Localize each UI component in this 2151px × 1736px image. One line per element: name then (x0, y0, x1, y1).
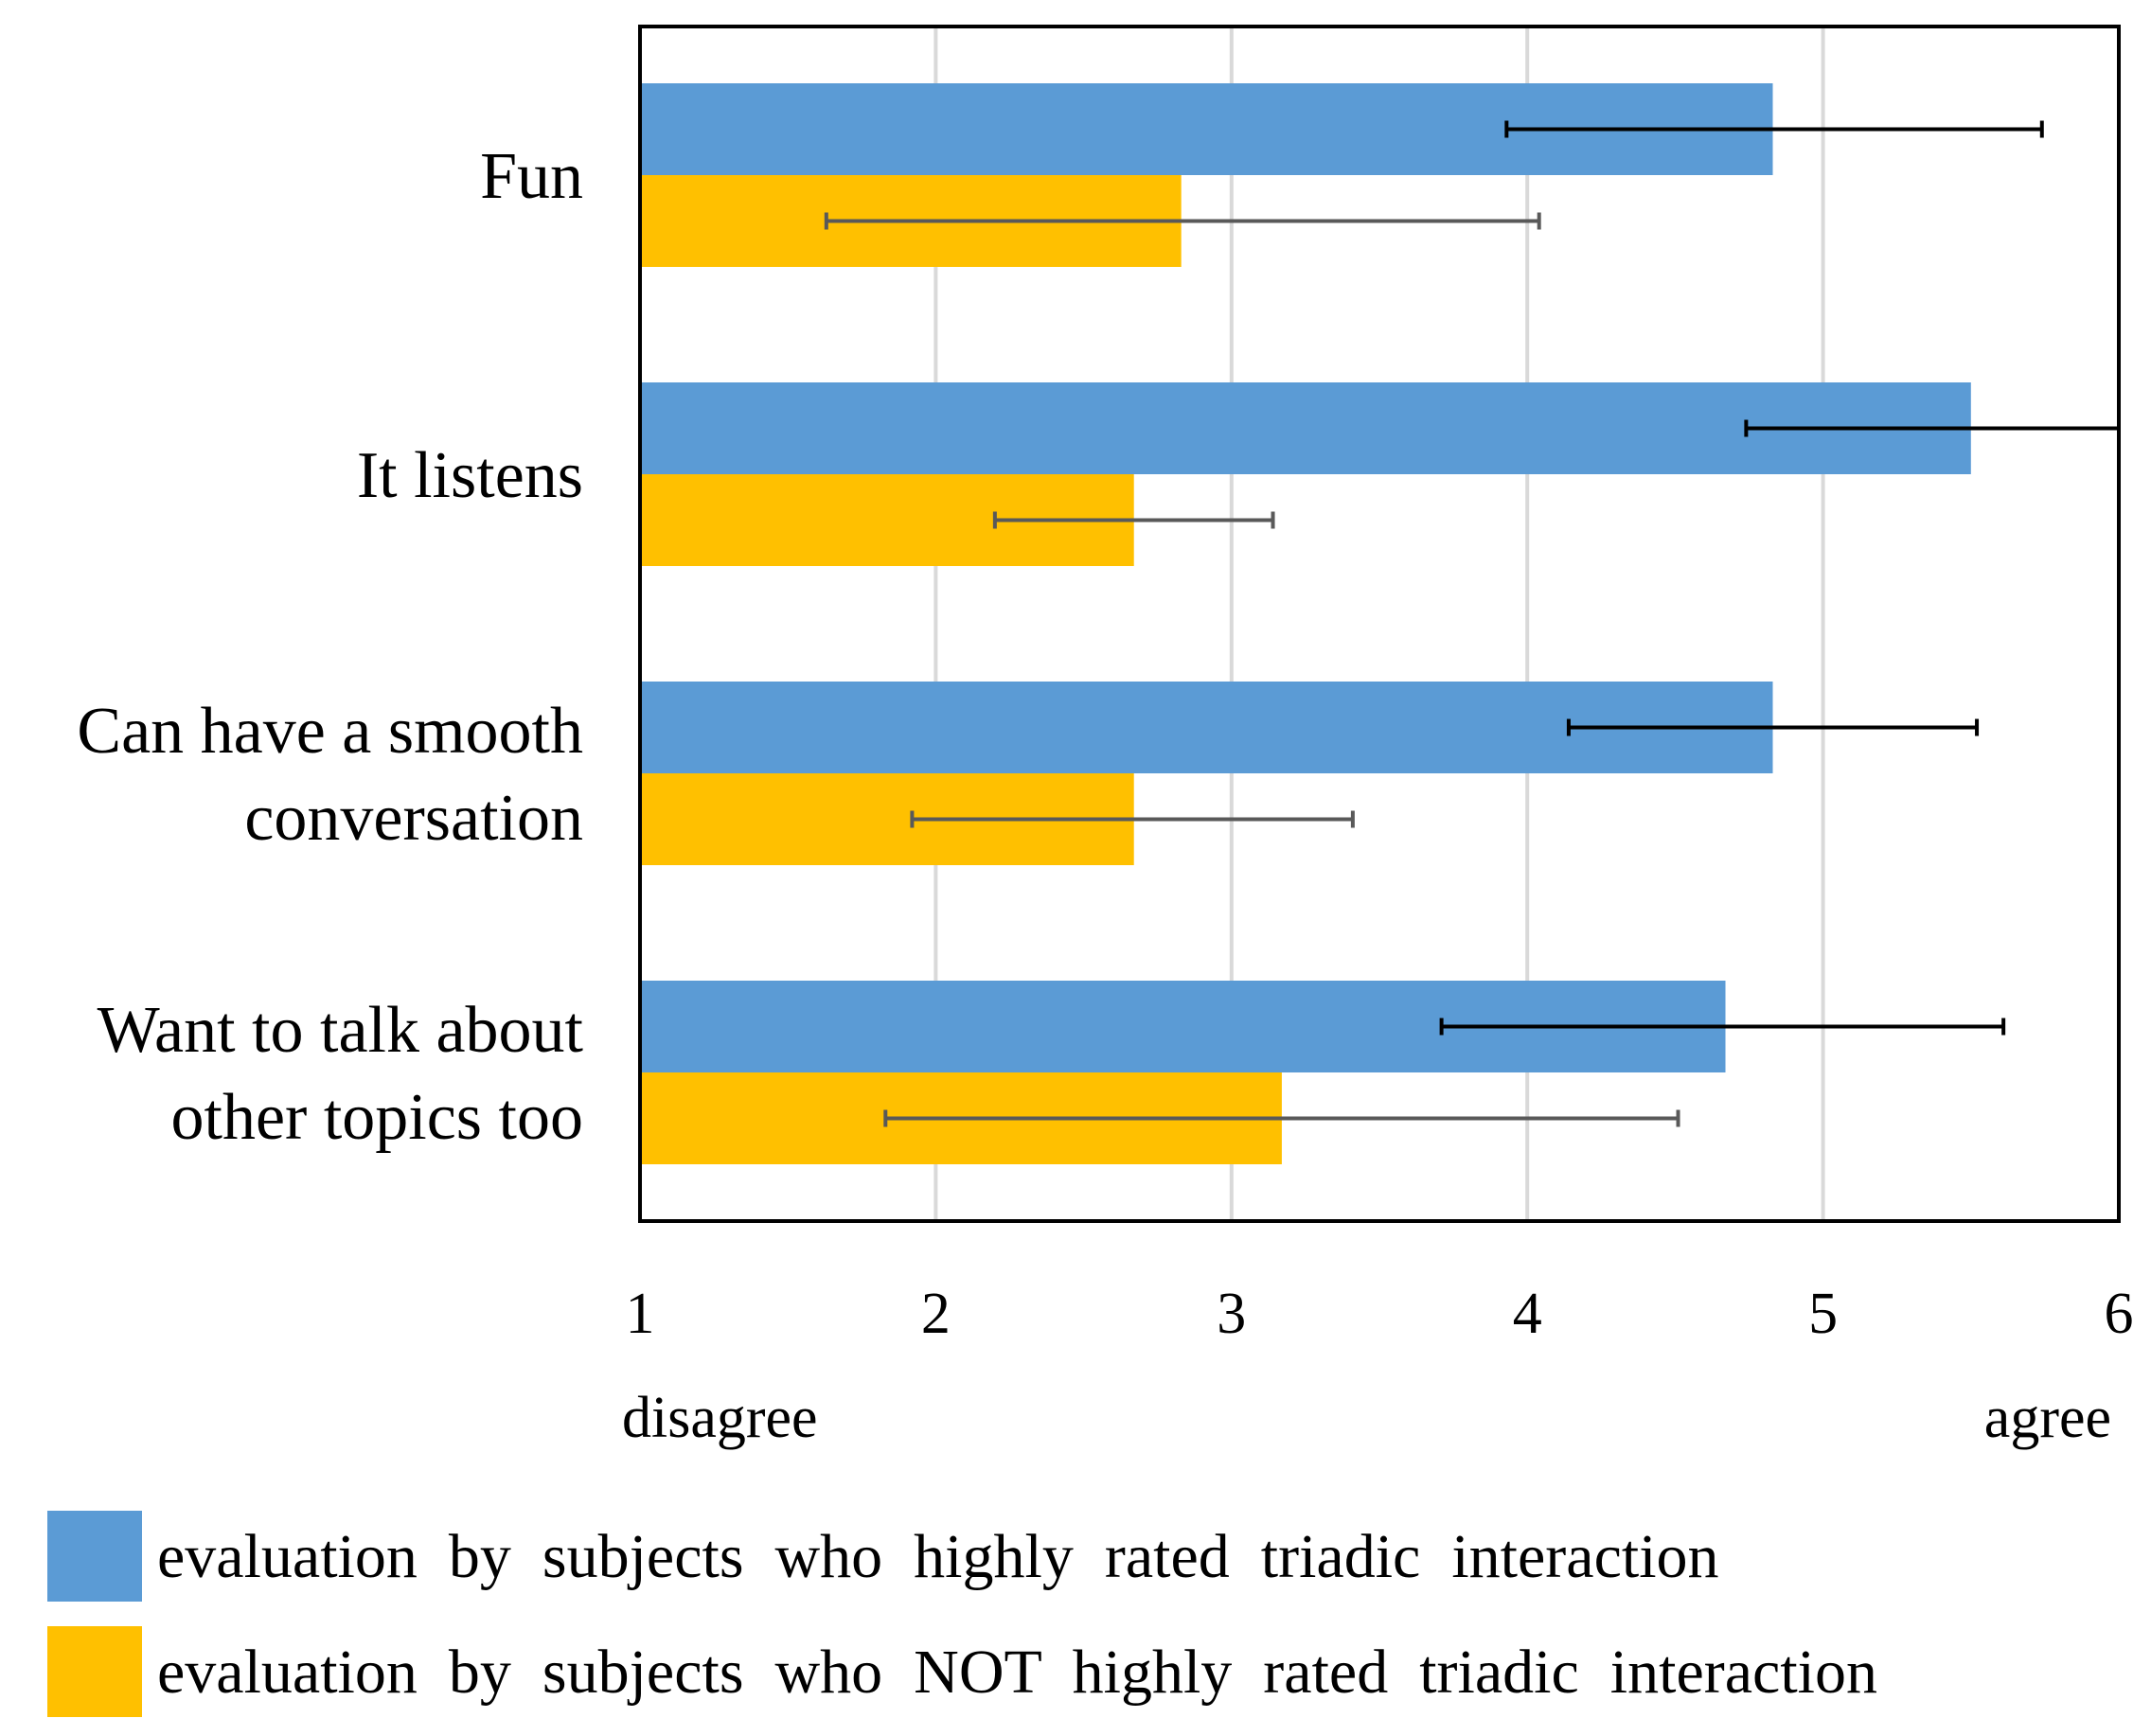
x-axis-max-label: agree (1984, 1386, 2111, 1450)
errorbar-series2-cat1 (824, 212, 1541, 230)
x-tick-label-6: 6 (2105, 1282, 2134, 1346)
x-tick-label-1: 1 (626, 1282, 655, 1346)
category-label-4-line-1: Want to talk about (98, 994, 584, 1067)
x-tick-label-4: 4 (1513, 1282, 1542, 1346)
errorbar-series2-cat2 (992, 511, 1275, 529)
x-axis-min-label: disagree (622, 1386, 818, 1450)
errorbar-series1-cat3 (1566, 718, 1980, 736)
category-label-2-line-1: It listens (357, 439, 583, 512)
legend: evaluation by subjects who highly rated … (47, 1511, 1877, 1717)
errorbar-series1-cat4 (1439, 1018, 2006, 1036)
category-label-1-line-1: Fun (480, 140, 583, 213)
legend-swatch-series-2 (47, 1626, 142, 1717)
errorbar-series2-cat4 (883, 1109, 1680, 1127)
errorbar-series1-cat2 (1744, 419, 2119, 437)
legend-label-series-2: evaluation by subjects who NOT highly ra… (157, 1638, 1877, 1707)
errorbar-series2-cat3 (910, 810, 1355, 828)
category-labels: Fun It listens Can have a smooth conversati… (77, 140, 583, 1154)
category-label-4-line-2: other topics too (171, 1081, 583, 1154)
plot-area-frame (638, 25, 2121, 1223)
errorbar-series1-cat1 (1504, 120, 2044, 138)
legend-swatch-series-1 (47, 1511, 142, 1602)
x-tick-label-5: 5 (1808, 1282, 1838, 1346)
category-label-3-line-2: conversation (244, 782, 583, 855)
x-axis-tick-labels: 1 2 3 4 5 6 (626, 1282, 2134, 1346)
category-label-3-line-1: Can have a smooth (77, 695, 583, 768)
x-tick-label-3: 3 (1217, 1282, 1246, 1346)
x-tick-label-2: 2 (921, 1282, 951, 1346)
legend-label-series-1: evaluation by subjects who highly rated … (157, 1522, 1719, 1591)
error-bars (824, 120, 2119, 1127)
